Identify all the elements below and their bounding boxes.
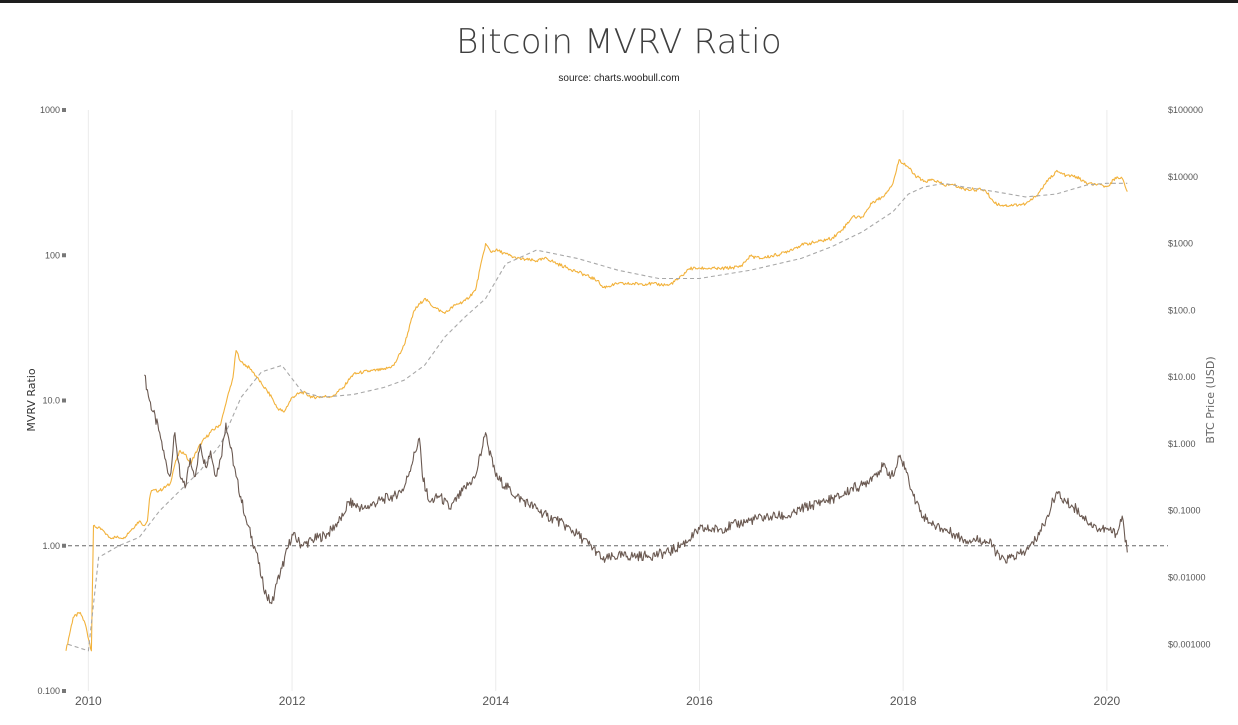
top-bar — [0, 0, 1238, 3]
y-left-axis-title: MVRV Ratio — [25, 368, 38, 432]
y-right-tick-label: $0.1000 — [1168, 506, 1201, 516]
y-left-tick-label: 10.0 — [42, 396, 60, 406]
x-tick-label: 2016 — [686, 694, 713, 708]
labels-layer: 2010 2012 2014 2016 2018 2020 0.100 1.00 10.0 100… — [25, 105, 1217, 708]
y-right-tick-label: $100000 — [1168, 105, 1203, 115]
y-right-tick-label: $100.0 — [1168, 305, 1196, 315]
y-left-tick-label: 1.00 — [42, 541, 60, 551]
y-right-axis-title: BTC Price (USD) — [1204, 356, 1217, 443]
chart-title: Bitcoin MVRV Ratio — [456, 22, 782, 62]
grid-layer — [87, 110, 1108, 691]
x-tick-label: 2010 — [75, 694, 102, 708]
x-tick-label: 2020 — [1094, 694, 1121, 708]
realized-price-line — [67, 182, 1128, 652]
y-left-tick-mark — [62, 543, 66, 548]
y-left-tick-label: 0.100 — [37, 686, 60, 696]
x-tick-label: 2012 — [279, 694, 306, 708]
y-right-tick-label: $10000 — [1168, 172, 1198, 182]
y-left-tick-mark — [62, 689, 66, 693]
y-left-tick-label: 100 — [45, 250, 60, 260]
y-right-tick-label: $1000 — [1168, 239, 1193, 249]
x-tick-label: 2014 — [482, 694, 509, 708]
x-tick-label: 2018 — [890, 694, 917, 708]
y-left-tick-mark — [62, 253, 66, 258]
y-left-tick-mark — [62, 398, 66, 403]
y-right-tick-label: $0.01000 — [1168, 573, 1206, 583]
y-left-tick-label: 1000 — [40, 105, 60, 115]
y-left-tick-mark — [62, 108, 66, 112]
y-right-tick-label: $10.00 — [1168, 372, 1196, 382]
lines-layer — [65, 159, 1168, 652]
btc-price-line — [65, 159, 1128, 652]
chart-subtitle: source: charts.woobull.com — [558, 73, 680, 84]
y-right-tick-label: $1.000 — [1168, 439, 1196, 449]
y-right-tick-label: $0.001000 — [1168, 639, 1211, 649]
mvrv-ratio-line — [144, 374, 1128, 605]
